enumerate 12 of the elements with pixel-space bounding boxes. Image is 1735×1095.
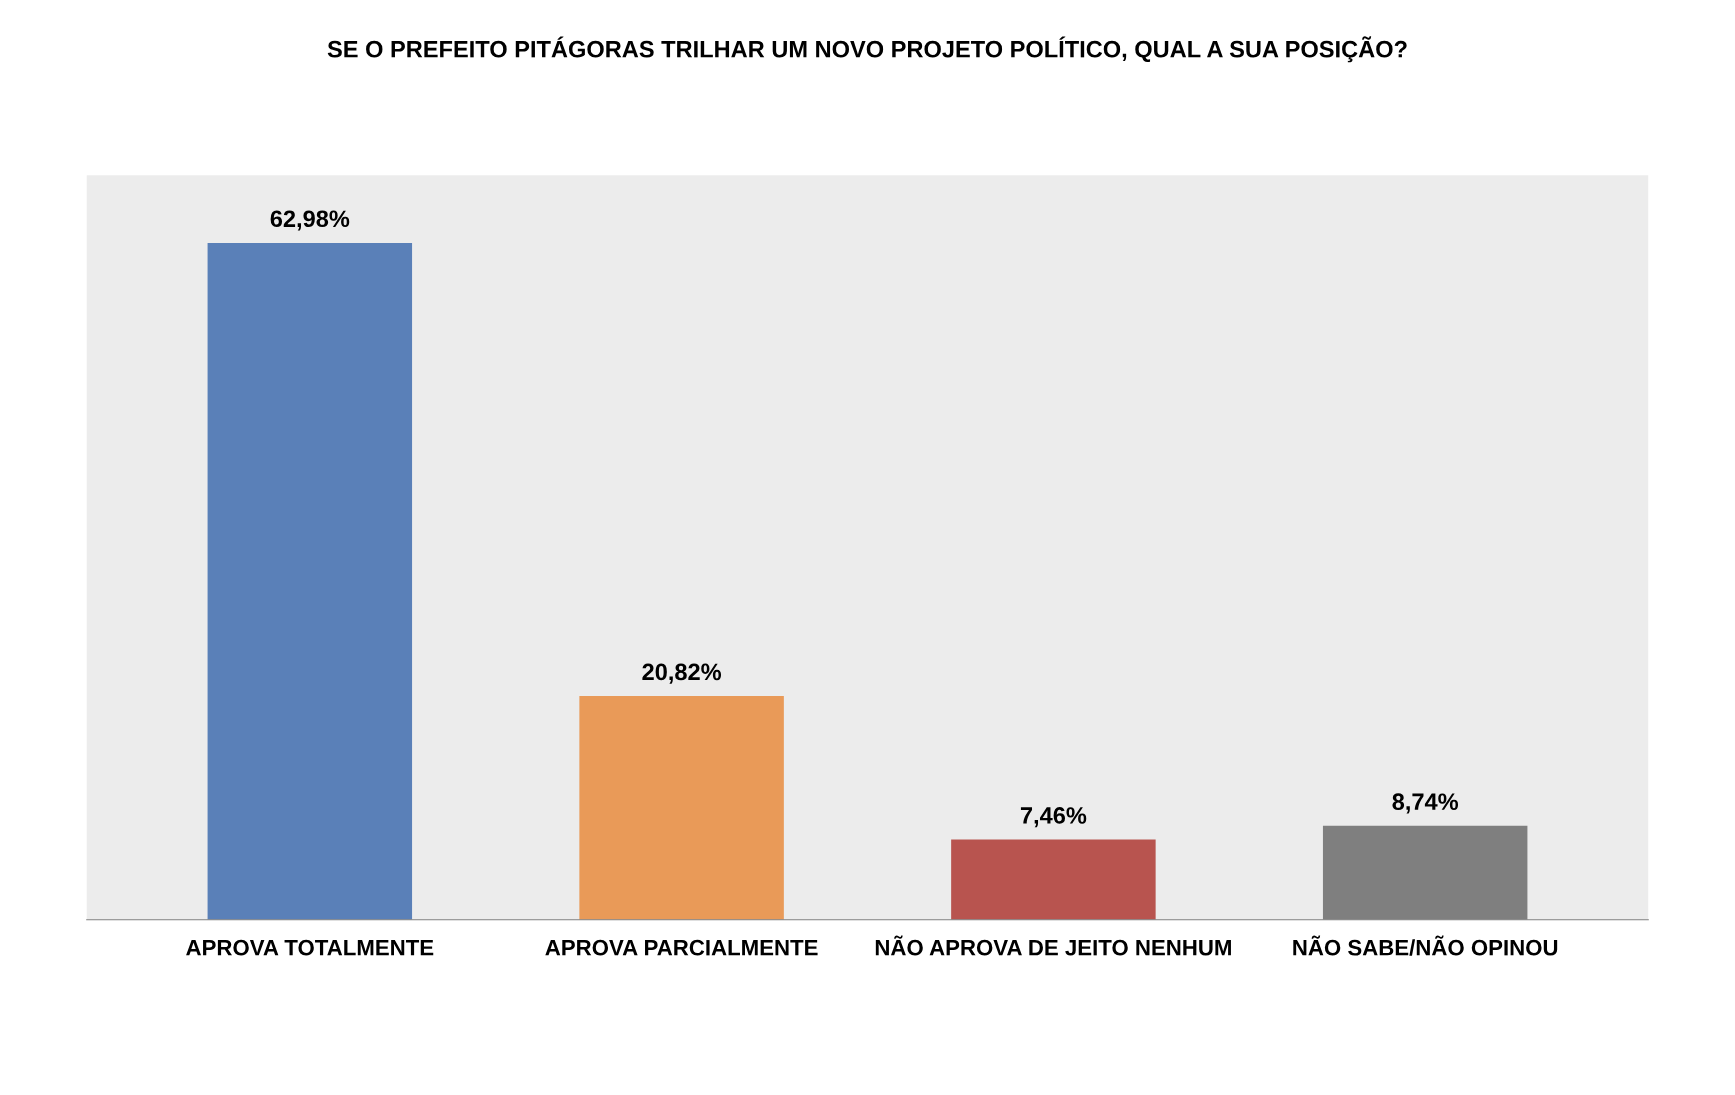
x-tick-label: NÃO APROVA DE JEITO NENHUM: [875, 935, 1231, 956]
x-tick-label: APROVA PARCIALMENTE: [545, 939, 818, 956]
data-label: 8,74%: [1392, 793, 1459, 814]
bar: [579, 696, 784, 920]
data-label: 62,98%: [270, 210, 350, 231]
data-label: 7,46%: [1020, 807, 1087, 828]
data-label: 20,82%: [642, 663, 722, 684]
x-tick-label: APROVA TOTALMENTE: [186, 939, 434, 956]
chart-title: SE O PREFEITO PITÁGORAS TRILHAR UM NOVO PROJETO POLÍTICO, QUAL A SUA POSIÇÃO?: [327, 36, 1407, 63]
bar: [951, 839, 1156, 920]
bar: [207, 242, 413, 920]
x-tick-label: NÃO SABE/NÃO OPINOU: [1293, 935, 1558, 956]
